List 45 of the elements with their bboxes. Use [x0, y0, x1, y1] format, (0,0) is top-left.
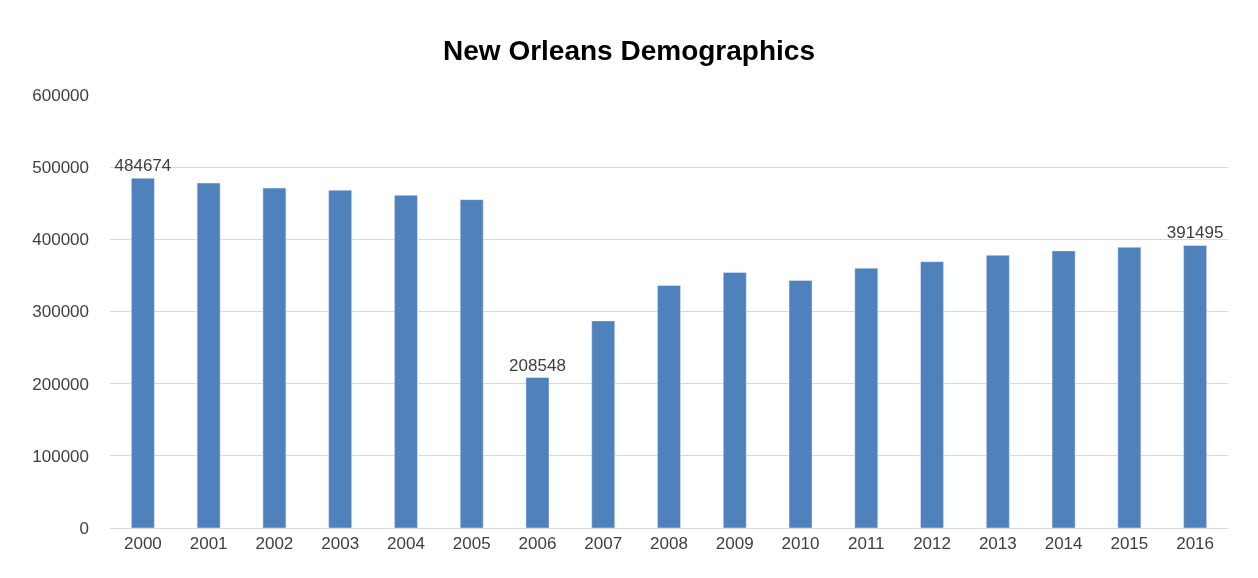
- x-tick-label: 2015: [1110, 534, 1149, 554]
- x-tick-label: 2016: [1176, 534, 1215, 554]
- x-tick-label: 2002: [255, 534, 294, 554]
- bar: [525, 377, 550, 528]
- y-tick-label: 300000: [32, 302, 89, 322]
- bar: [854, 267, 879, 528]
- y-tick-label: 200000: [32, 374, 89, 394]
- x-tick-label: 2010: [781, 534, 820, 554]
- bar: [459, 199, 484, 528]
- x-tick-label: 2005: [452, 534, 491, 554]
- bar: [131, 177, 155, 528]
- data-label: 208548: [509, 355, 566, 375]
- bar: [986, 254, 1010, 528]
- bar: [591, 320, 615, 528]
- x-tick-label: 2014: [1044, 534, 1083, 554]
- x-tick-label: 2000: [123, 534, 162, 554]
- x-tick-label: 2012: [913, 534, 951, 554]
- bar: [920, 261, 944, 528]
- y-tick-label: 600000: [32, 85, 89, 105]
- data-label: 391495: [1166, 223, 1224, 243]
- y-tick-label: 500000: [32, 158, 89, 178]
- bar: [657, 285, 681, 528]
- x-tick-label: 2004: [387, 534, 425, 554]
- x-tick-label: 2001: [189, 534, 228, 554]
- x-tick-label: 2007: [584, 534, 623, 554]
- x-tick-label: 2008: [650, 534, 688, 554]
- x-tick-label: 2011: [848, 534, 885, 554]
- x-tick-label: 2009: [715, 534, 754, 554]
- y-tick-label: 400000: [32, 230, 89, 250]
- bar: [1183, 245, 1207, 528]
- bar: [328, 190, 352, 528]
- bar: [196, 182, 221, 528]
- x-tick-label: 2013: [978, 534, 1017, 554]
- chart-title: New Orleans Demographics: [443, 35, 815, 67]
- x-tick-label: 2003: [321, 534, 360, 554]
- bar: [1117, 247, 1142, 528]
- x-tick-label: 2006: [518, 534, 557, 554]
- y-tick-label: 0: [79, 518, 89, 538]
- bar: [1051, 250, 1076, 528]
- bar: [262, 187, 287, 528]
- bar: [788, 280, 813, 528]
- bar: [723, 272, 747, 528]
- data-label: 484674: [114, 156, 172, 176]
- y-tick-label: 100000: [32, 446, 89, 466]
- bar: [394, 195, 418, 528]
